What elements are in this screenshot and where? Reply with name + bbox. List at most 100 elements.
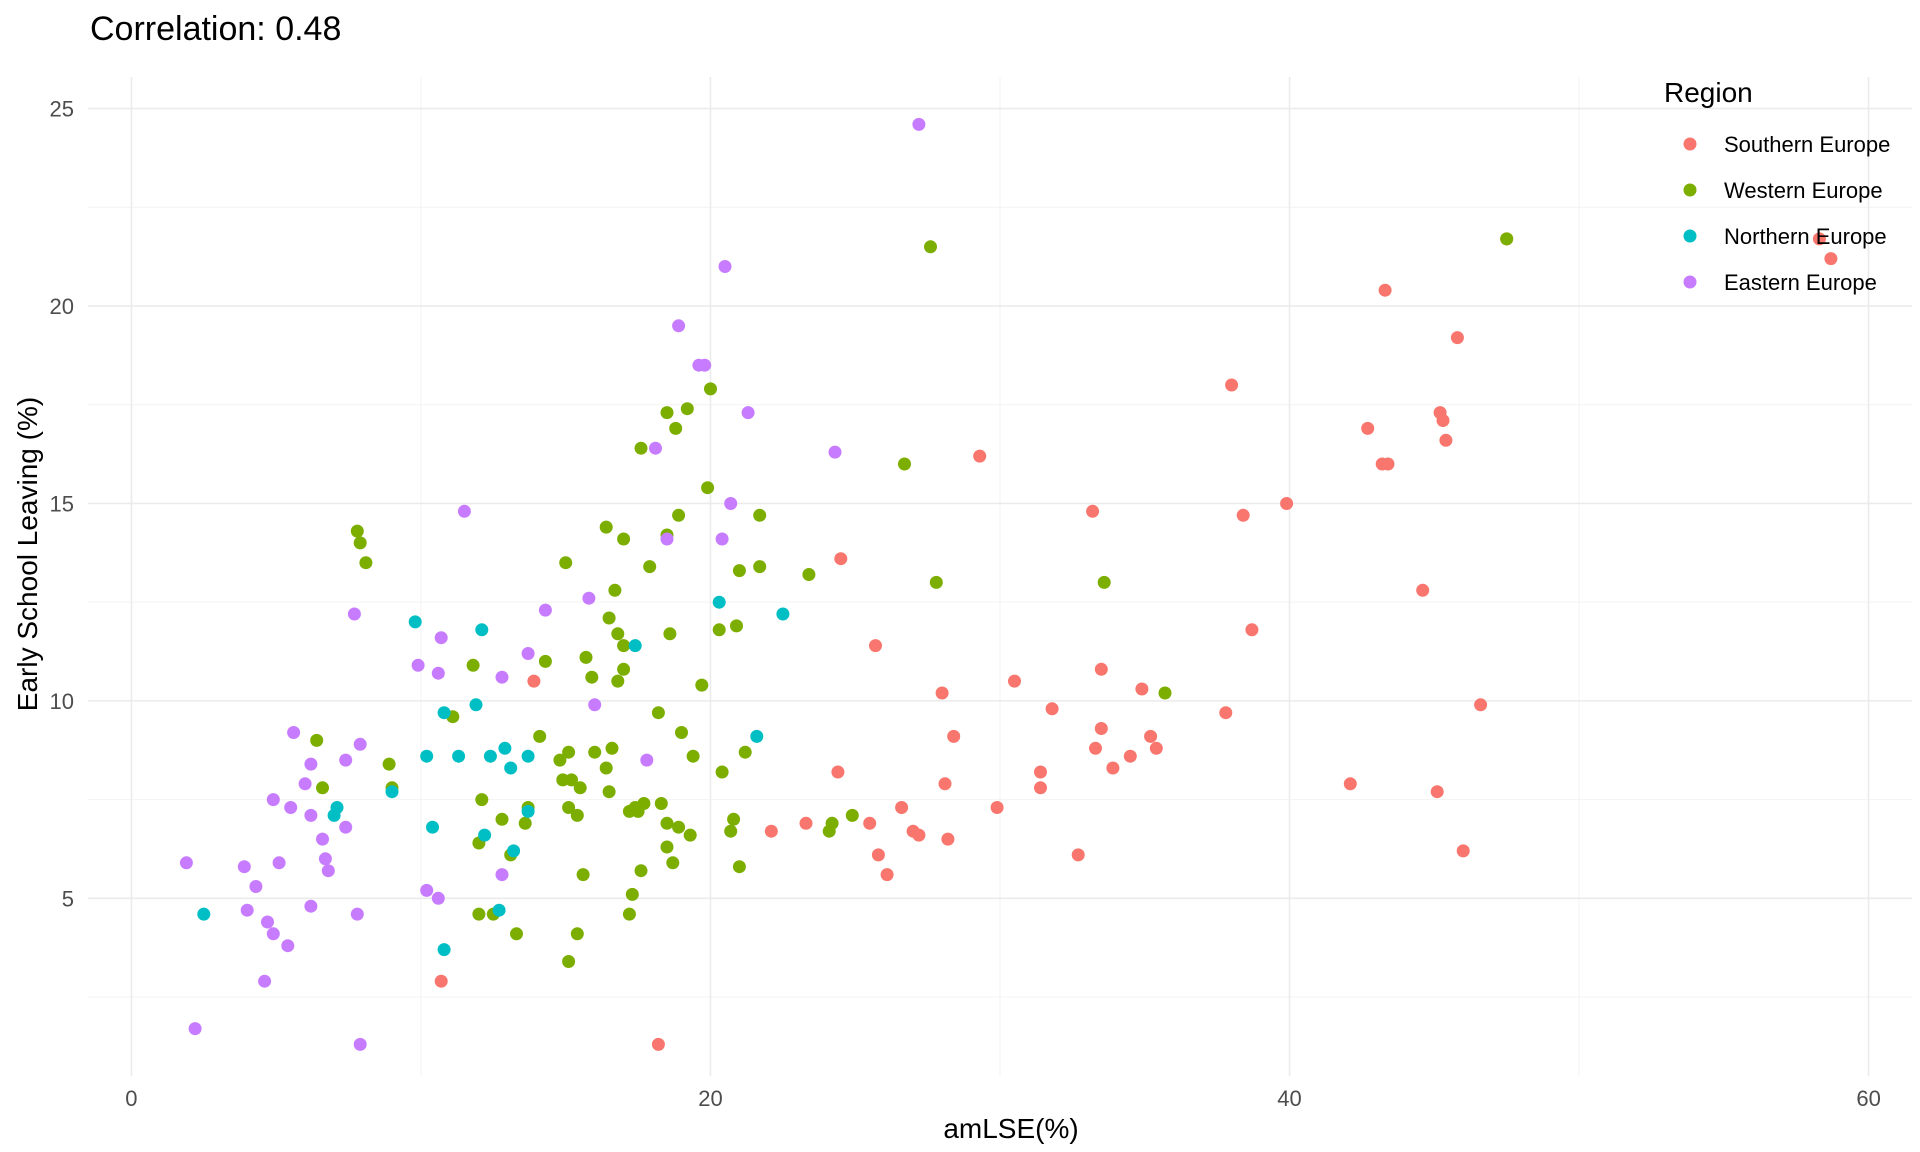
y-tick-label: 20 — [50, 294, 74, 319]
point-western-europe — [562, 745, 576, 759]
point-western-europe — [634, 864, 648, 878]
point-eastern-europe — [304, 808, 318, 822]
point-northern-europe — [628, 639, 642, 653]
legend-key-southern-europe — [1683, 137, 1697, 151]
point-western-europe — [643, 560, 657, 574]
point-eastern-europe — [431, 891, 445, 905]
legend-label-southern-europe: Southern Europe — [1724, 132, 1890, 157]
y-tick-label: 15 — [50, 491, 74, 516]
point-southern-europe — [1144, 729, 1158, 743]
point-western-europe — [310, 733, 324, 747]
point-southern-europe — [1416, 583, 1430, 597]
point-western-europe — [570, 927, 584, 941]
point-western-europe — [802, 568, 816, 581]
point-southern-europe — [1474, 698, 1488, 712]
x-tick-label: 20 — [698, 1086, 722, 1111]
point-southern-europe — [1045, 702, 1059, 716]
chart-title: Correlation: 0.48 — [90, 10, 341, 48]
point-southern-europe — [1008, 674, 1021, 688]
point-western-europe — [1158, 686, 1172, 700]
point-southern-europe — [1361, 421, 1375, 435]
point-eastern-europe — [339, 753, 353, 767]
point-western-europe — [663, 627, 677, 641]
point-western-europe — [727, 812, 741, 826]
y-axis-ticks: 5 10 15 20 25 — [50, 97, 74, 912]
point-eastern-europe — [179, 856, 193, 870]
point-western-europe — [350, 524, 364, 538]
point-western-europe — [654, 797, 668, 810]
point-southern-europe — [1089, 741, 1102, 755]
legend-key-northern-europe — [1683, 229, 1697, 243]
point-eastern-europe — [692, 358, 706, 372]
point-western-europe — [924, 240, 937, 254]
point-eastern-europe — [912, 117, 926, 131]
point-southern-europe — [1280, 497, 1294, 510]
point-southern-europe — [764, 824, 778, 838]
point-northern-europe — [776, 607, 790, 621]
point-northern-europe — [521, 804, 535, 818]
point-western-europe — [565, 773, 578, 787]
point-western-europe — [675, 726, 688, 739]
point-northern-europe — [437, 706, 451, 720]
point-eastern-europe — [431, 666, 445, 680]
point-western-europe — [617, 639, 631, 653]
point-northern-europe — [507, 844, 521, 858]
point-southern-europe — [947, 729, 961, 743]
point-eastern-europe — [420, 883, 434, 897]
point-southern-europe — [1123, 749, 1137, 763]
point-northern-europe — [750, 729, 764, 743]
point-eastern-europe — [495, 670, 509, 684]
y-tick-label: 5 — [62, 886, 74, 911]
point-eastern-europe — [237, 860, 251, 874]
point-western-europe — [510, 927, 523, 941]
point-eastern-europe — [660, 532, 674, 546]
point-eastern-europe — [649, 441, 662, 455]
point-western-europe — [695, 678, 709, 692]
point-southern-europe — [1034, 765, 1047, 779]
point-western-europe — [738, 745, 752, 759]
point-eastern-europe — [281, 939, 295, 953]
point-southern-europe — [1436, 414, 1450, 427]
point-northern-europe — [197, 907, 211, 921]
legend-key-western-europe — [1683, 183, 1697, 197]
point-eastern-europe — [318, 852, 332, 866]
legend-key-eastern-europe — [1683, 275, 1697, 289]
y-axis-title: Early School Leaving (%) — [12, 397, 43, 711]
point-western-europe — [929, 575, 943, 589]
point-western-europe — [353, 536, 367, 550]
data-points — [179, 117, 1838, 1051]
x-axis-title: amLSE(%) — [943, 1113, 1078, 1144]
point-western-europe — [753, 508, 767, 522]
point-southern-europe — [938, 777, 952, 791]
point-southern-europe — [1812, 232, 1826, 246]
point-southern-europe — [912, 828, 926, 842]
point-southern-europe — [990, 801, 1004, 814]
point-eastern-europe — [287, 726, 301, 739]
point-eastern-europe — [249, 880, 263, 893]
point-northern-europe — [469, 698, 483, 712]
point-eastern-europe — [640, 753, 654, 767]
point-western-europe — [585, 670, 599, 684]
point-western-europe — [617, 662, 631, 676]
point-western-europe — [602, 611, 616, 625]
point-eastern-europe — [718, 260, 732, 273]
point-western-europe — [686, 749, 700, 763]
point-eastern-europe — [672, 319, 686, 333]
point-northern-europe — [385, 785, 399, 799]
point-northern-europe — [475, 623, 489, 637]
point-southern-europe — [1094, 722, 1108, 735]
point-northern-europe — [521, 749, 535, 763]
point-western-europe — [559, 556, 573, 570]
point-eastern-europe — [411, 658, 425, 672]
point-western-europe — [631, 804, 645, 818]
point-eastern-europe — [284, 801, 298, 814]
point-eastern-europe — [304, 757, 318, 771]
point-western-europe — [579, 650, 593, 664]
point-northern-europe — [420, 749, 434, 763]
point-southern-europe — [831, 765, 845, 779]
point-western-europe — [712, 623, 726, 637]
point-western-europe — [553, 753, 567, 767]
point-western-europe — [538, 654, 552, 668]
point-western-europe — [599, 520, 613, 534]
point-eastern-europe — [353, 1037, 367, 1051]
